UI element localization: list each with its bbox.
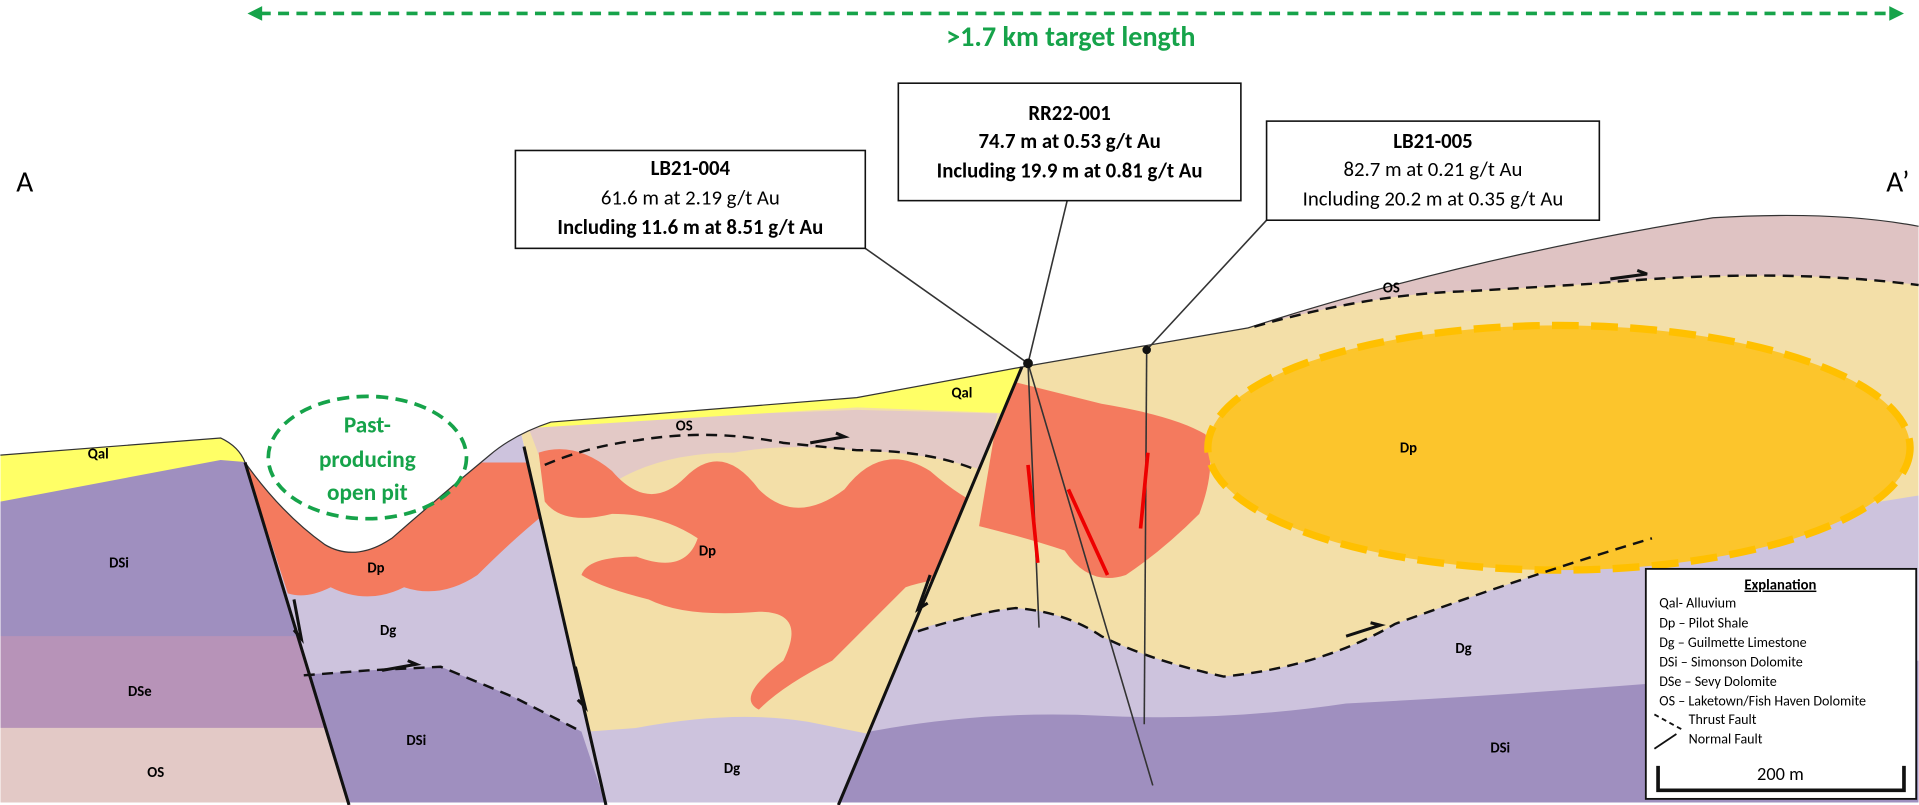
pit-label: open pit — [327, 479, 408, 507]
unit-label: Dg — [1455, 639, 1471, 657]
unit-label: Qal — [951, 383, 972, 401]
legend-item: OS – Laketown/Fish Haven Dolomite — [1659, 693, 1866, 710]
unit-label: Dg — [724, 759, 740, 777]
section-start: A — [16, 164, 33, 200]
legend-item: DSe – Sevy Dolomite — [1659, 673, 1776, 690]
target-arrow — [247, 6, 1904, 21]
legend-item: Normal Fault — [1689, 731, 1763, 748]
pit-label: Past- — [344, 412, 391, 440]
unit-label: OS — [676, 417, 693, 435]
intercepts — [1026, 452, 1150, 576]
legend: Explanation Qal- Alluvium Dp – Pilot Sha… — [1644, 567, 1918, 800]
collar — [1023, 358, 1033, 369]
unit-label: Dp — [699, 541, 716, 559]
collar — [1142, 345, 1151, 355]
unit-label: DSi — [1490, 738, 1510, 756]
hole-id: LB21-005 — [1393, 128, 1472, 154]
hole-intercept: 74.7 m at 0.53 g/t Au — [978, 128, 1160, 154]
unit-label: DSi — [406, 731, 426, 749]
legend-item: Thrust Fault — [1689, 711, 1757, 728]
drill-holes — [864, 200, 1268, 786]
hole-id: RR22-001 — [1028, 100, 1110, 126]
hole-including: Including 20.2 m at 0.35 g/t Au — [1303, 186, 1564, 212]
unit-label: OS — [147, 763, 164, 781]
thrust-faults — [303, 274, 1919, 733]
unit-label: DSe — [128, 682, 152, 700]
unit-label: OS — [1383, 278, 1400, 296]
hole-intercept: 82.7 m at 0.21 g/t Au — [1343, 156, 1522, 182]
pit-label: producing — [319, 446, 416, 474]
unit-label: DSi — [109, 554, 129, 572]
unit-label: Dp — [1400, 439, 1417, 457]
unit-label: Dp — [367, 558, 384, 576]
fault-arrows — [292, 268, 1648, 713]
legend-item: Qal- Alluvium — [1659, 595, 1736, 612]
target-length: >1.7 km target length — [946, 19, 1195, 54]
hole-id: LB21-004 — [651, 155, 731, 181]
hole-intercept: 61.6 m at 2.19 g/t Au — [601, 184, 780, 210]
topography — [0, 214, 1919, 553]
unit-labels: Qal Qal OS OS Dp Dp Dp DSi DSi DSi Dg Dg… — [88, 278, 1510, 780]
legend-item: Dg – Guilmette Limestone — [1659, 634, 1806, 651]
pit-outline — [266, 394, 469, 521]
section-end: A’ — [1886, 164, 1909, 200]
legend-title: Explanation — [1744, 576, 1816, 594]
unit-label: Qal — [88, 445, 109, 463]
legend-item: DSi – Simonson Dolomite — [1659, 653, 1802, 670]
hole-including: Including 11.6 m at 8.51 g/t Au — [557, 214, 823, 240]
unit-label: Dg — [380, 621, 396, 639]
callout-boxes — [514, 82, 1601, 250]
hole-including: Including 19.9 m at 0.81 g/t Au — [937, 158, 1203, 184]
legend-item: Dp – Pilot Shale — [1659, 614, 1748, 631]
scale-label: 200 m — [1757, 763, 1804, 785]
